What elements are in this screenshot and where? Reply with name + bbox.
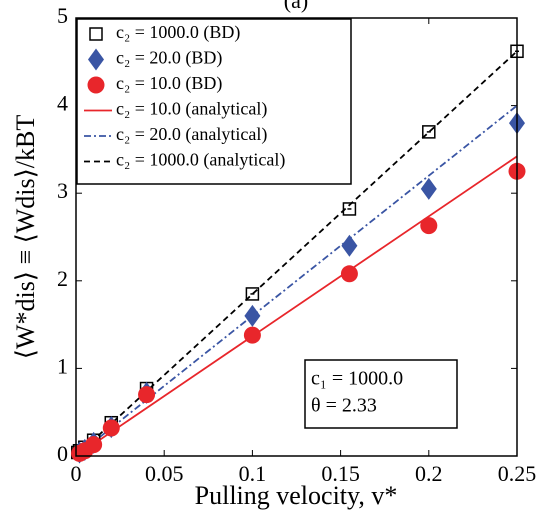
- square-marker: [89, 27, 103, 41]
- diamond-marker: [341, 234, 358, 257]
- square-marker: [245, 287, 260, 301]
- circle-marker: [138, 386, 156, 404]
- diamond-marker: [420, 177, 437, 200]
- circle-marker: [102, 419, 120, 437]
- square-marker: [342, 202, 357, 216]
- legend-label: c₂ = 1000.0 (BD): [116, 22, 240, 43]
- y-tick-label: 4: [57, 91, 68, 116]
- plot-frame: [75, 17, 518, 457]
- y-axis-label: ⟨W*dis⟩ ≡ ⟨Wdis⟩/kBT: [11, 115, 40, 360]
- annotation-box: [304, 359, 458, 429]
- diamond-marker: [88, 48, 104, 71]
- legend-label: c₂ = 20.0 (analytical): [116, 124, 267, 145]
- y-tick-label: 3: [57, 178, 68, 203]
- legend-label: c₂ = 10.0 (BD): [116, 73, 222, 94]
- x-tick-label: 0.15: [321, 461, 360, 486]
- y-tick-label: 5: [57, 3, 68, 28]
- circle-marker: [243, 326, 261, 344]
- x-axis-label: Pulling velocity, v*: [195, 481, 398, 510]
- legend-box: [76, 18, 352, 185]
- circle-marker: [420, 217, 438, 235]
- annotation: θ = 2.33: [311, 395, 377, 417]
- legend-label: c₂ = 1000.0 (analytical): [116, 150, 285, 171]
- chart-title: (a): [284, 0, 308, 13]
- x-tick-label: 0.25: [498, 461, 537, 486]
- y-tick-label: 2: [57, 266, 68, 291]
- circle-marker: [340, 265, 358, 283]
- diamond-marker: [244, 304, 261, 327]
- annotation: c₁ = 1000.0: [311, 368, 403, 390]
- x-tick-label: 0.1: [239, 461, 267, 486]
- y-tick-label: 0: [57, 441, 68, 466]
- circle-marker: [87, 76, 105, 94]
- circle-marker: [85, 436, 103, 454]
- y-tick-label: 1: [57, 353, 68, 378]
- x-tick-label: 0.05: [145, 461, 184, 486]
- x-tick-label: 0: [71, 461, 82, 486]
- x-tick-label: 0.2: [415, 461, 443, 486]
- markers: [71, 44, 526, 464]
- series-line: [75, 155, 518, 457]
- legend-label: c₂ = 10.0 (analytical): [116, 99, 267, 120]
- legend-label: c₂ = 20.0 (BD): [116, 48, 222, 69]
- square-marker: [422, 125, 436, 139]
